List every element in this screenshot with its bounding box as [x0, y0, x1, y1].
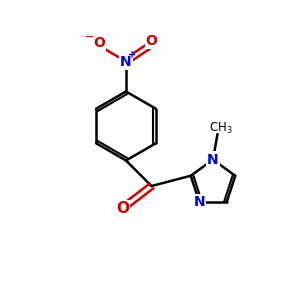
Text: N: N: [207, 153, 219, 166]
Text: −: −: [85, 32, 95, 42]
Text: CH$_3$: CH$_3$: [209, 121, 233, 136]
Text: N: N: [194, 195, 205, 209]
Text: N: N: [120, 55, 132, 68]
Text: O: O: [116, 201, 130, 216]
Text: O: O: [93, 36, 105, 50]
Text: O: O: [145, 34, 157, 48]
Text: +: +: [128, 50, 136, 60]
